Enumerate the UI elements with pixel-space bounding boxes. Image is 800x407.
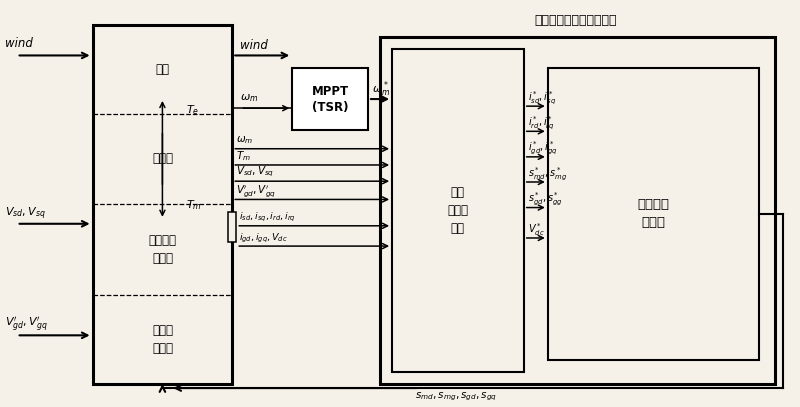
Bar [292, 68, 368, 131]
Text: $i_{rd}^*,i_{rq}^*$: $i_{rd}^*,i_{rq}^*$ [528, 114, 554, 132]
Bar [228, 212, 236, 242]
Text: $s_{gd}^*,s_{gg}^*$: $s_{gd}^*,s_{gg}^*$ [528, 191, 562, 208]
Text: 系统
平衡点
计算: 系统 平衡点 计算 [447, 186, 468, 235]
Text: $T_m$: $T_m$ [236, 149, 251, 163]
Text: wind: wind [5, 37, 33, 50]
Text: 背靠背
变换器: 背靠背 变换器 [152, 324, 173, 355]
Text: 风机: 风机 [155, 63, 170, 76]
Bar [548, 68, 759, 360]
Text: $V_{sd},V_{sq}$: $V_{sd},V_{sq}$ [236, 165, 274, 179]
Text: $i_{gd},i_{gq},V_{dc}$: $i_{gd},i_{gq},V_{dc}$ [238, 232, 287, 245]
Text: MPPT
(TSR): MPPT (TSR) [311, 85, 349, 114]
Text: $i_{sd}^*,i_{sq}^*$: $i_{sd}^*,i_{sq}^*$ [528, 90, 556, 107]
Text: wind: wind [240, 39, 268, 52]
Text: $i_{sd},i_{sq},i_{rd},i_{rq}$: $i_{sd},i_{sq},i_{rd},i_{rq}$ [238, 211, 296, 224]
Text: 双馈感应
发电机: 双馈感应 发电机 [149, 234, 177, 265]
Bar [93, 25, 232, 384]
Text: $V_{sd},V_{sq}$: $V_{sd},V_{sq}$ [5, 206, 46, 222]
Text: $i_{gd}^*,i_{gq}^*$: $i_{gd}^*,i_{gq}^*$ [528, 140, 558, 158]
Text: $\omega_m$: $\omega_m$ [240, 92, 258, 104]
Text: $V_{gd}^{\prime},V_{gq}^{\prime}$: $V_{gd}^{\prime},V_{gq}^{\prime}$ [236, 182, 276, 199]
Text: $s_{md}^*,s_{mg}^*$: $s_{md}^*,s_{mg}^*$ [528, 165, 567, 183]
Text: $\omega_m$: $\omega_m$ [236, 134, 254, 146]
Text: 齿轮箱: 齿轮箱 [152, 152, 173, 165]
Text: 基于能量
控制器: 基于能量 控制器 [638, 198, 670, 229]
Text: 非线性机网侧联合控制器: 非线性机网侧联合控制器 [534, 14, 617, 27]
Bar [392, 49, 524, 372]
Bar [380, 37, 775, 384]
Text: $\omega_m^*$: $\omega_m^*$ [372, 79, 390, 99]
Text: $V_{gd}^{\prime},V_{gq}^{\prime}$: $V_{gd}^{\prime},V_{gq}^{\prime}$ [5, 316, 47, 335]
Text: $T_e$: $T_e$ [186, 103, 199, 117]
Text: $s_{md},s_{mg},s_{gd},s_{gq}$: $s_{md},s_{mg},s_{gd},s_{gq}$ [415, 391, 497, 403]
Text: $T_m$: $T_m$ [186, 199, 202, 212]
Text: $V_{dc}^*$: $V_{dc}^*$ [528, 221, 545, 238]
